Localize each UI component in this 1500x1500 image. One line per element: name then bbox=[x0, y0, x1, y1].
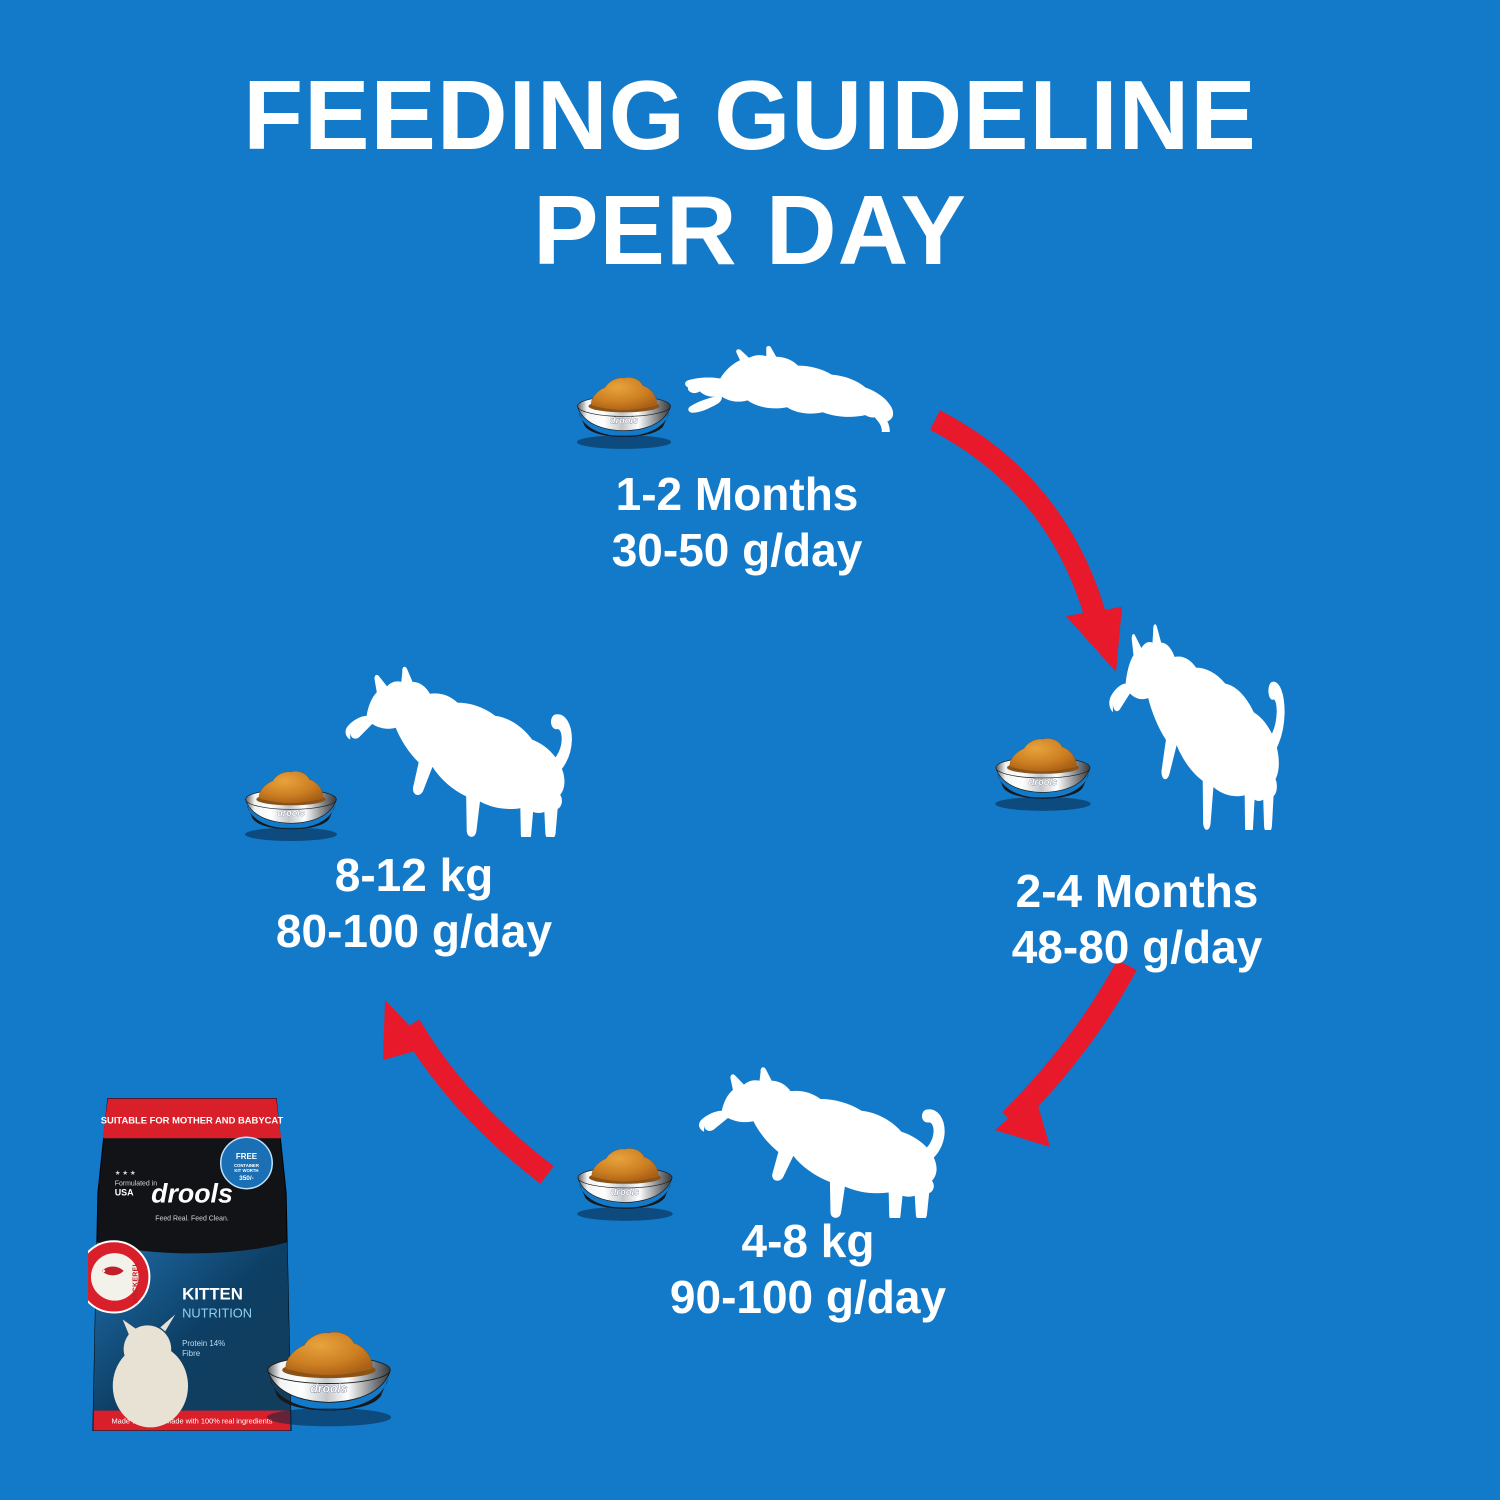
svg-text:drools: drools bbox=[610, 415, 638, 425]
svg-text:USA: USA bbox=[115, 1188, 134, 1198]
svg-text:NUTRITION: NUTRITION bbox=[182, 1305, 252, 1320]
svg-text:Fibre: Fibre bbox=[182, 1349, 201, 1358]
svg-text:drools: drools bbox=[611, 1187, 640, 1197]
svg-text:KITTEN: KITTEN bbox=[182, 1285, 243, 1304]
svg-text:drools: drools bbox=[151, 1179, 233, 1209]
svg-text:drools: drools bbox=[310, 1382, 347, 1396]
svg-text:KIT WORTH: KIT WORTH bbox=[234, 1168, 258, 1173]
svg-text:FREE: FREE bbox=[236, 1152, 257, 1161]
svg-text:350/-: 350/- bbox=[239, 1175, 254, 1182]
svg-text:★ ★ ★: ★ ★ ★ bbox=[115, 1170, 136, 1177]
svg-text:drools: drools bbox=[1029, 777, 1058, 787]
svg-text:drools: drools bbox=[277, 808, 305, 818]
svg-text:Protein 14%: Protein 14% bbox=[182, 1339, 225, 1348]
svg-text:MACKEREL: MACKEREL bbox=[133, 1262, 140, 1304]
svg-text:SUITABLE FOR MOTHER AND BABYCA: SUITABLE FOR MOTHER AND BABYCAT bbox=[101, 1114, 284, 1125]
svg-text:Feed Real. Feed Clean.: Feed Real. Feed Clean. bbox=[155, 1215, 229, 1222]
